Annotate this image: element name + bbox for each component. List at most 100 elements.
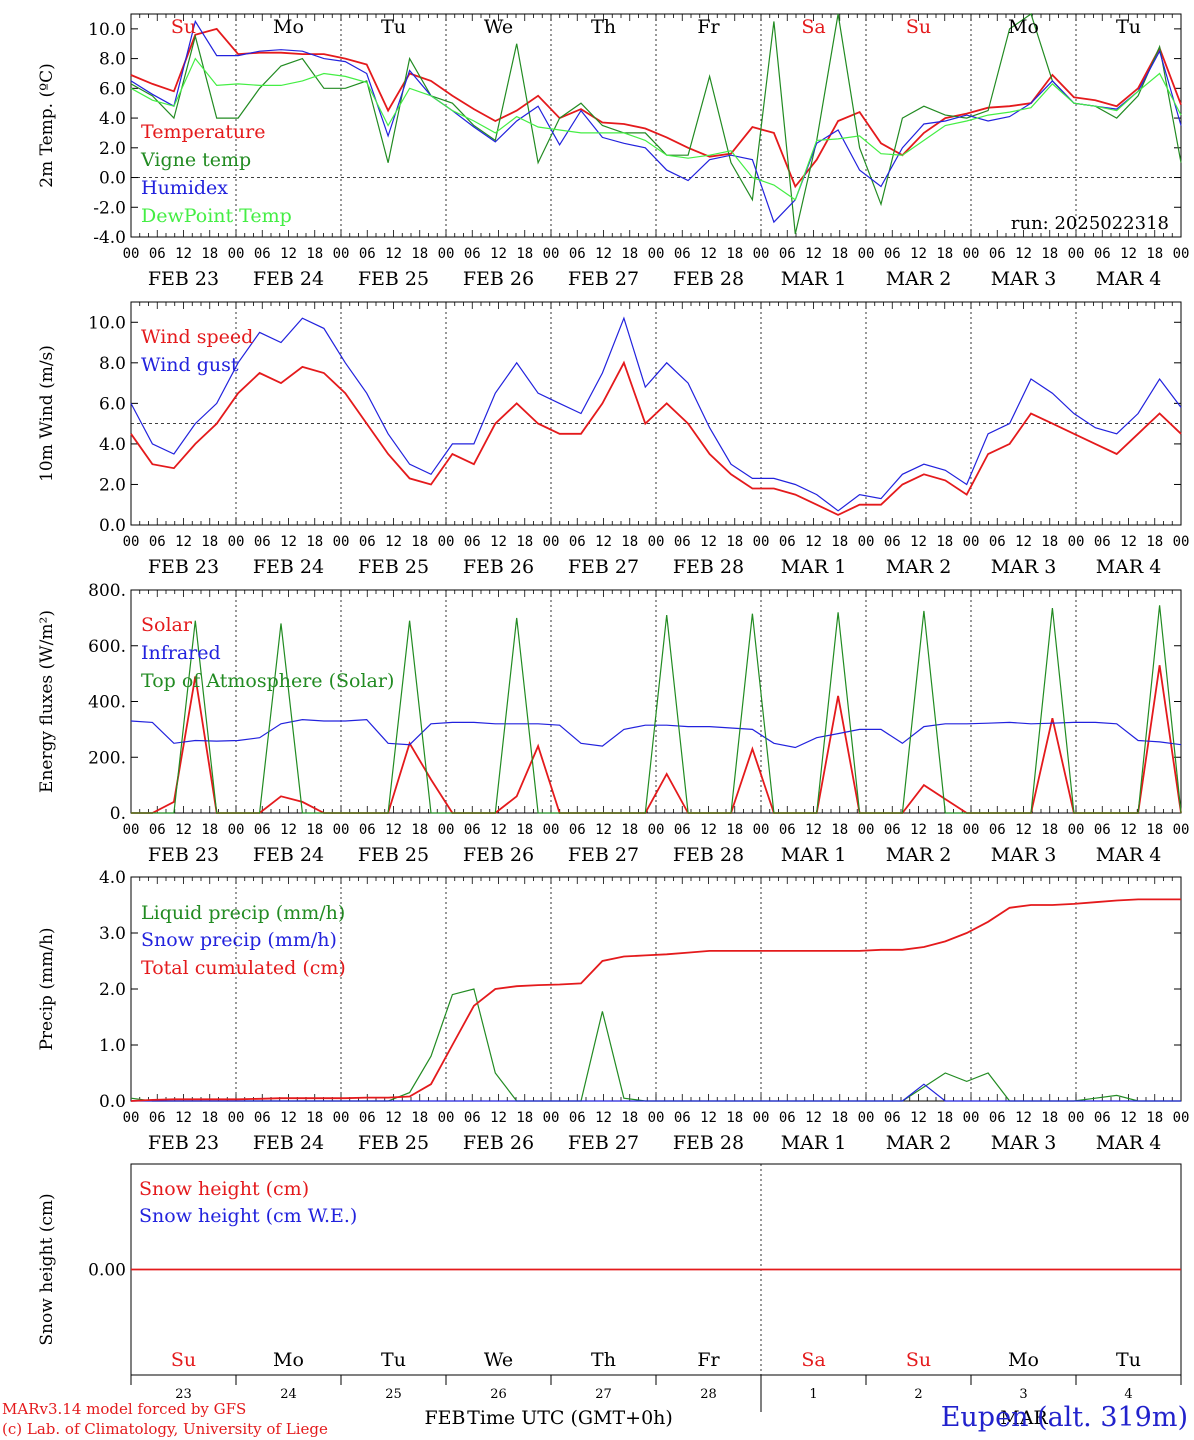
y-tick-label: 1.0 <box>99 1036 126 1056</box>
day-label: MAR 3 <box>991 844 1057 866</box>
legend-entry: Top of Atmosphere (Solar) <box>141 670 394 692</box>
day-label: MAR 4 <box>1096 1132 1162 1154</box>
weekday-label-top: Th <box>591 16 616 38</box>
weekday-label-top: Fr <box>697 16 720 38</box>
day-label: FEB 26 <box>463 1132 534 1154</box>
day-label: FEB 25 <box>358 1132 429 1154</box>
hour-tick-label: 18 <box>306 534 323 550</box>
hour-tick-label: 18 <box>411 822 428 838</box>
lab-credit: (c) Lab. of Climatology, University of L… <box>2 1420 328 1438</box>
hour-tick-label: 12 <box>280 822 297 838</box>
hour-tick-label: 06 <box>254 1110 271 1126</box>
series-line-humidex <box>130 19 1182 224</box>
hour-tick-label: 12 <box>385 822 402 838</box>
hour-tick-label: 00 <box>963 534 980 550</box>
hour-tick-label: 12 <box>1015 534 1032 550</box>
weekday-label-bottom: Su <box>906 1349 931 1371</box>
hour-tick-label: 12 <box>490 534 507 550</box>
day-label: MAR 1 <box>781 1132 847 1154</box>
day-label: MAR 4 <box>1096 844 1162 866</box>
day-label: MAR 1 <box>781 556 847 578</box>
hour-tick-label: 18 <box>831 1110 848 1126</box>
series-line-infrared <box>130 718 1182 749</box>
y-tick-label: 6.0 <box>99 394 126 414</box>
y-axis-label: Precip (mm/h) <box>37 927 57 1050</box>
day-label: FEB 23 <box>148 556 219 578</box>
day-label: MAR 2 <box>886 844 952 866</box>
hour-tick-label: 18 <box>726 246 743 262</box>
hour-tick-label: 12 <box>175 1110 192 1126</box>
hour-tick-label: 00 <box>753 1110 770 1126</box>
hour-tick-label: 06 <box>569 822 586 838</box>
day-label: FEB 24 <box>253 556 324 578</box>
hour-tick-label: 00 <box>1173 822 1190 838</box>
y-axis-label: Snow height (cm) <box>37 1193 57 1345</box>
weekday-label-bottom: Sa <box>801 1349 825 1371</box>
day-label: FEB 28 <box>673 268 744 290</box>
hour-tick-label: 18 <box>1041 246 1058 262</box>
hour-tick-label: 00 <box>438 822 455 838</box>
legend-entry: Wind speed <box>141 326 253 348</box>
hour-tick-label: 06 <box>149 534 166 550</box>
y-tick-label: 8.0 <box>99 50 126 70</box>
y-tick-label: 8.0 <box>99 354 126 374</box>
hour-tick-label: 00 <box>543 1110 560 1126</box>
day-number: 2 <box>914 1387 922 1402</box>
day-label: FEB 28 <box>673 556 744 578</box>
weekday-label-top: Sa <box>801 16 825 38</box>
legend-entry: Solar <box>141 614 193 636</box>
hour-tick-label: 18 <box>1146 1110 1163 1126</box>
hour-tick-label: 18 <box>201 822 218 838</box>
weekday-label-top: Mo <box>1008 16 1039 38</box>
hour-tick-label: 18 <box>621 246 638 262</box>
hour-tick-label: 06 <box>779 1110 796 1126</box>
hour-tick-label: 18 <box>726 822 743 838</box>
hour-tick-label: 12 <box>910 1110 927 1126</box>
day-label: FEB 26 <box>463 844 534 866</box>
hour-tick-label: 00 <box>543 822 560 838</box>
day-label: FEB 23 <box>148 268 219 290</box>
day-number: 4 <box>1124 1387 1132 1402</box>
weekday-label-bottom: Tu <box>1116 1349 1141 1371</box>
hour-tick-label: 18 <box>1146 534 1163 550</box>
hour-tick-label: 06 <box>359 1110 376 1126</box>
hour-tick-label: 00 <box>753 822 770 838</box>
day-number: 25 <box>385 1387 402 1402</box>
hour-tick-label: 06 <box>569 534 586 550</box>
legend-entry: Infrared <box>141 642 221 664</box>
hour-tick-label: 00 <box>333 822 350 838</box>
hour-tick-label: 00 <box>228 246 245 262</box>
hour-tick-label: 00 <box>1068 534 1085 550</box>
y-tick-label: 0. <box>110 804 126 824</box>
x-axis-title: Time UTC (GMT+0h) <box>467 1407 673 1429</box>
hour-tick-label: 18 <box>1041 534 1058 550</box>
weekday-label-top: We <box>484 16 513 38</box>
hour-tick-label: 06 <box>674 246 691 262</box>
day-label: MAR 3 <box>991 556 1057 578</box>
day-label: MAR 3 <box>991 1132 1057 1154</box>
model-credit: MARv3.14 model forced by GFS <box>2 1400 247 1418</box>
hour-tick-label: 06 <box>779 246 796 262</box>
legend-entry: DewPoint Temp <box>141 205 292 227</box>
hour-tick-label: 18 <box>621 534 638 550</box>
hour-tick-label: 18 <box>726 534 743 550</box>
hour-tick-label: 12 <box>700 246 717 262</box>
hour-tick-label: 18 <box>201 1110 218 1126</box>
hour-tick-label: 12 <box>175 822 192 838</box>
hour-tick-label: 06 <box>464 822 481 838</box>
hour-tick-label: 00 <box>858 534 875 550</box>
hour-tick-label: 00 <box>1173 1110 1190 1126</box>
hour-tick-label: 06 <box>1094 534 1111 550</box>
hour-tick-label: 06 <box>1094 246 1111 262</box>
hour-tick-label: 12 <box>595 1110 612 1126</box>
hour-tick-label: 00 <box>1068 246 1085 262</box>
hour-tick-label: 00 <box>333 1110 350 1126</box>
hour-tick-label: 00 <box>963 1110 980 1126</box>
weekday-label-top: Tu <box>381 16 406 38</box>
hour-tick-label: 18 <box>936 534 953 550</box>
y-axis-label: 10m Wind (m/s) <box>37 345 57 482</box>
day-number: 1 <box>809 1387 817 1402</box>
hour-tick-label: 18 <box>936 246 953 262</box>
hour-tick-label: 06 <box>254 534 271 550</box>
